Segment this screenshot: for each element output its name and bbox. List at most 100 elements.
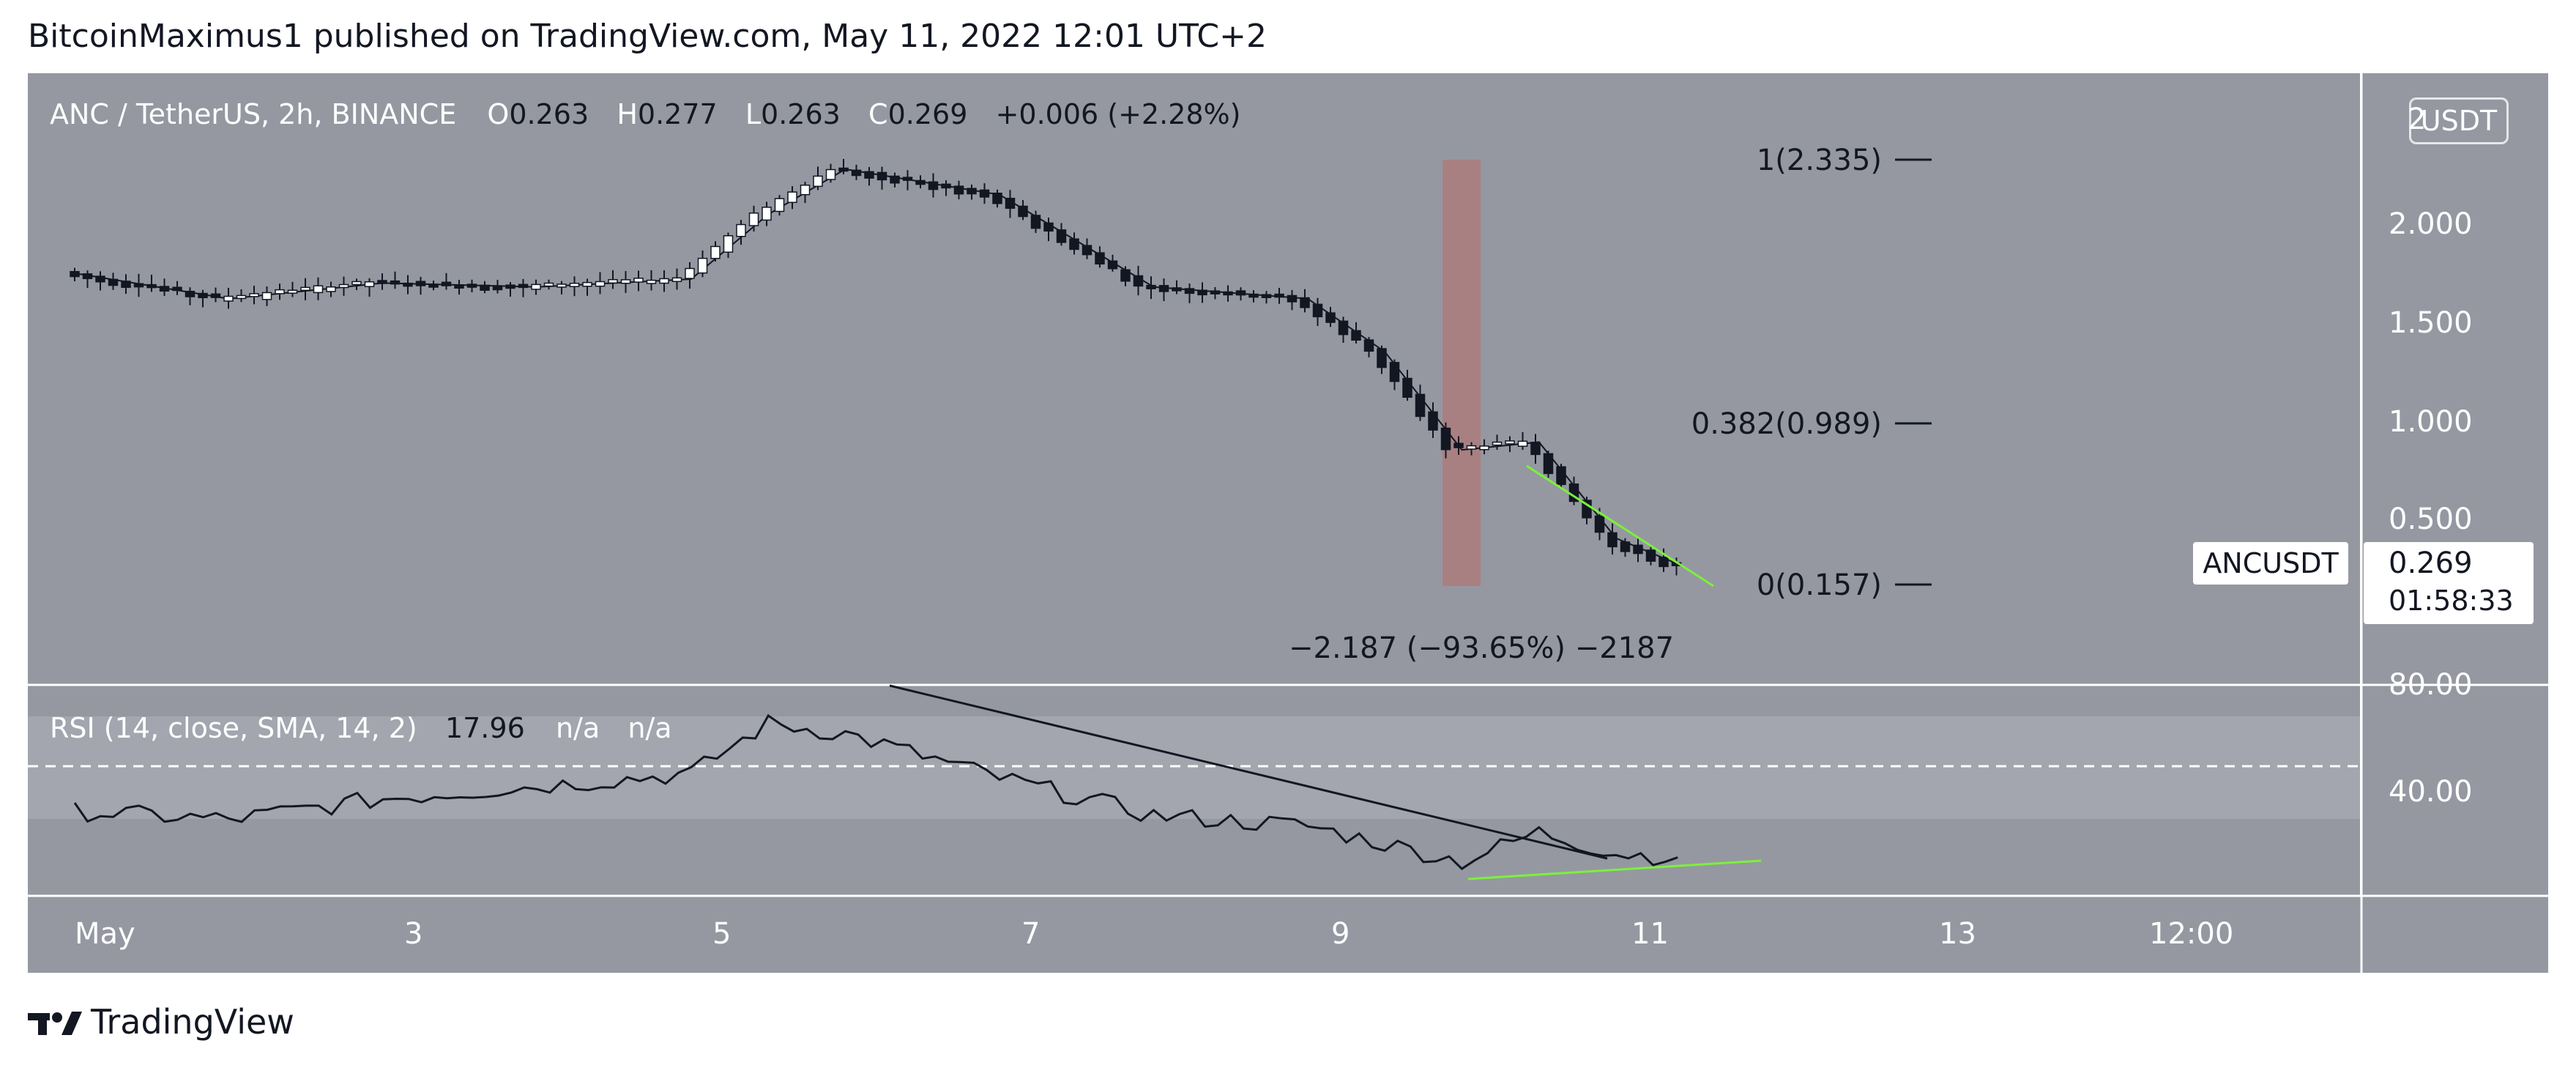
fib-label-1: 1(2.335) bbox=[1756, 144, 1882, 177]
candle-down bbox=[390, 280, 401, 285]
time-axis-label: 12:00 bbox=[2149, 917, 2234, 951]
candle-down bbox=[928, 181, 939, 190]
time-axis-label: 7 bbox=[1021, 917, 1041, 951]
candle-down bbox=[210, 293, 221, 298]
candle-down bbox=[1363, 339, 1374, 352]
candle-down bbox=[992, 193, 1002, 204]
rsi-line bbox=[73, 713, 1678, 870]
candle-up bbox=[249, 293, 259, 297]
candle-down bbox=[1184, 288, 1195, 294]
candle-down bbox=[1172, 287, 1182, 292]
candle-down bbox=[953, 185, 964, 195]
candle-down bbox=[82, 273, 93, 280]
open-key: O bbox=[487, 98, 510, 130]
candle-up bbox=[1492, 441, 1503, 446]
candle-down bbox=[403, 282, 413, 287]
tradingview-footer[interactable]: TradingView bbox=[28, 1002, 294, 1045]
candle-down bbox=[1389, 362, 1400, 382]
candle-up bbox=[338, 283, 349, 289]
time-axis-pane bbox=[28, 897, 2548, 973]
candle-down bbox=[172, 286, 182, 292]
candle-down bbox=[1056, 229, 1067, 243]
open-value: 0.263 bbox=[509, 98, 589, 130]
candle-down bbox=[1018, 205, 1028, 218]
candle-down bbox=[1312, 303, 1323, 318]
candle-down bbox=[1556, 466, 1566, 486]
low-value: 0.263 bbox=[761, 98, 841, 130]
price-axis-pane bbox=[2361, 73, 2548, 895]
currency-badge[interactable]: USDT bbox=[2409, 97, 2509, 144]
candle-up bbox=[762, 207, 772, 221]
candle-up bbox=[633, 278, 644, 283]
candle-down bbox=[876, 171, 887, 181]
candle-up bbox=[223, 295, 234, 302]
candle-down bbox=[1274, 293, 1284, 298]
candle-down bbox=[1095, 252, 1105, 265]
candle-down bbox=[185, 290, 196, 297]
symbol-legend: ANC / TetherUS, 2h, BINANCE O0.263 H0.27… bbox=[50, 98, 1240, 130]
last-price-tag: 0.269 01:58:33 bbox=[2364, 542, 2534, 624]
rsi-extra-value: n/a bbox=[628, 712, 672, 744]
bar-countdown: 01:58:33 bbox=[2389, 585, 2514, 617]
time-axis-label: 3 bbox=[404, 917, 423, 951]
candle-down bbox=[1607, 532, 1618, 548]
candle-up bbox=[1505, 440, 1515, 445]
candle-down bbox=[1645, 549, 1656, 562]
price-axis-label: 0.500 bbox=[2389, 503, 2473, 536]
candle-down bbox=[979, 189, 990, 198]
candle-up bbox=[275, 289, 285, 294]
candle-down bbox=[915, 179, 926, 185]
candle-down bbox=[1440, 427, 1451, 450]
candle-up bbox=[813, 175, 823, 188]
candle-down bbox=[1197, 289, 1207, 296]
candle-down bbox=[1069, 238, 1079, 251]
candle-down bbox=[377, 280, 387, 284]
candle-down bbox=[95, 275, 105, 283]
candle-up bbox=[723, 235, 734, 253]
candle-up bbox=[774, 198, 785, 212]
candle-down bbox=[1620, 541, 1631, 552]
candle-down bbox=[1325, 312, 1336, 323]
candle-up bbox=[364, 281, 375, 287]
candle-down bbox=[1338, 320, 1349, 335]
candle-up bbox=[697, 257, 708, 274]
candle-down bbox=[1158, 285, 1169, 292]
candle-down bbox=[1210, 290, 1221, 294]
candle-up bbox=[287, 289, 298, 294]
candle-up bbox=[300, 286, 310, 292]
measure-label: −2.187 (−93.65%) −2187 bbox=[1289, 631, 1675, 665]
candle-up bbox=[1517, 440, 1528, 447]
candle-down bbox=[146, 283, 157, 289]
candle-up bbox=[787, 191, 797, 204]
tradingview-logo-icon bbox=[28, 1005, 82, 1045]
candle-down bbox=[441, 281, 452, 286]
time-axis-label: 9 bbox=[1331, 917, 1350, 951]
rsi-ma-value: n/a bbox=[555, 712, 600, 744]
candle-down bbox=[466, 283, 477, 288]
candle-down bbox=[505, 284, 515, 289]
rsi-axis-label: 80.00 bbox=[2389, 668, 2473, 702]
symbol-title: ANC / TetherUS, 2h, BINANCE bbox=[50, 98, 457, 130]
rsi-group bbox=[73, 713, 1678, 870]
candle-down bbox=[1287, 294, 1298, 303]
candle-down bbox=[902, 177, 913, 181]
high-value: 0.277 bbox=[637, 98, 718, 130]
candle-up bbox=[569, 283, 580, 287]
price-support-trendline bbox=[1526, 464, 1714, 587]
candle-down bbox=[838, 167, 849, 172]
candle-down bbox=[1120, 269, 1131, 282]
candle-down bbox=[121, 281, 131, 288]
candle-up bbox=[531, 283, 541, 290]
time-axis-label: May bbox=[75, 917, 135, 951]
low-key: L bbox=[745, 98, 762, 130]
candle-down bbox=[1030, 215, 1041, 229]
candle-up bbox=[313, 285, 324, 294]
candle-up bbox=[582, 281, 592, 287]
high-key: H bbox=[617, 98, 638, 130]
candle-down bbox=[1133, 275, 1144, 287]
candle-down bbox=[1428, 411, 1438, 431]
rsi-axis-label: 40.00 bbox=[2389, 775, 2473, 809]
candle-down bbox=[1223, 291, 1233, 296]
candle-down bbox=[1082, 245, 1092, 256]
rsi-value: 17.96 bbox=[444, 712, 525, 744]
